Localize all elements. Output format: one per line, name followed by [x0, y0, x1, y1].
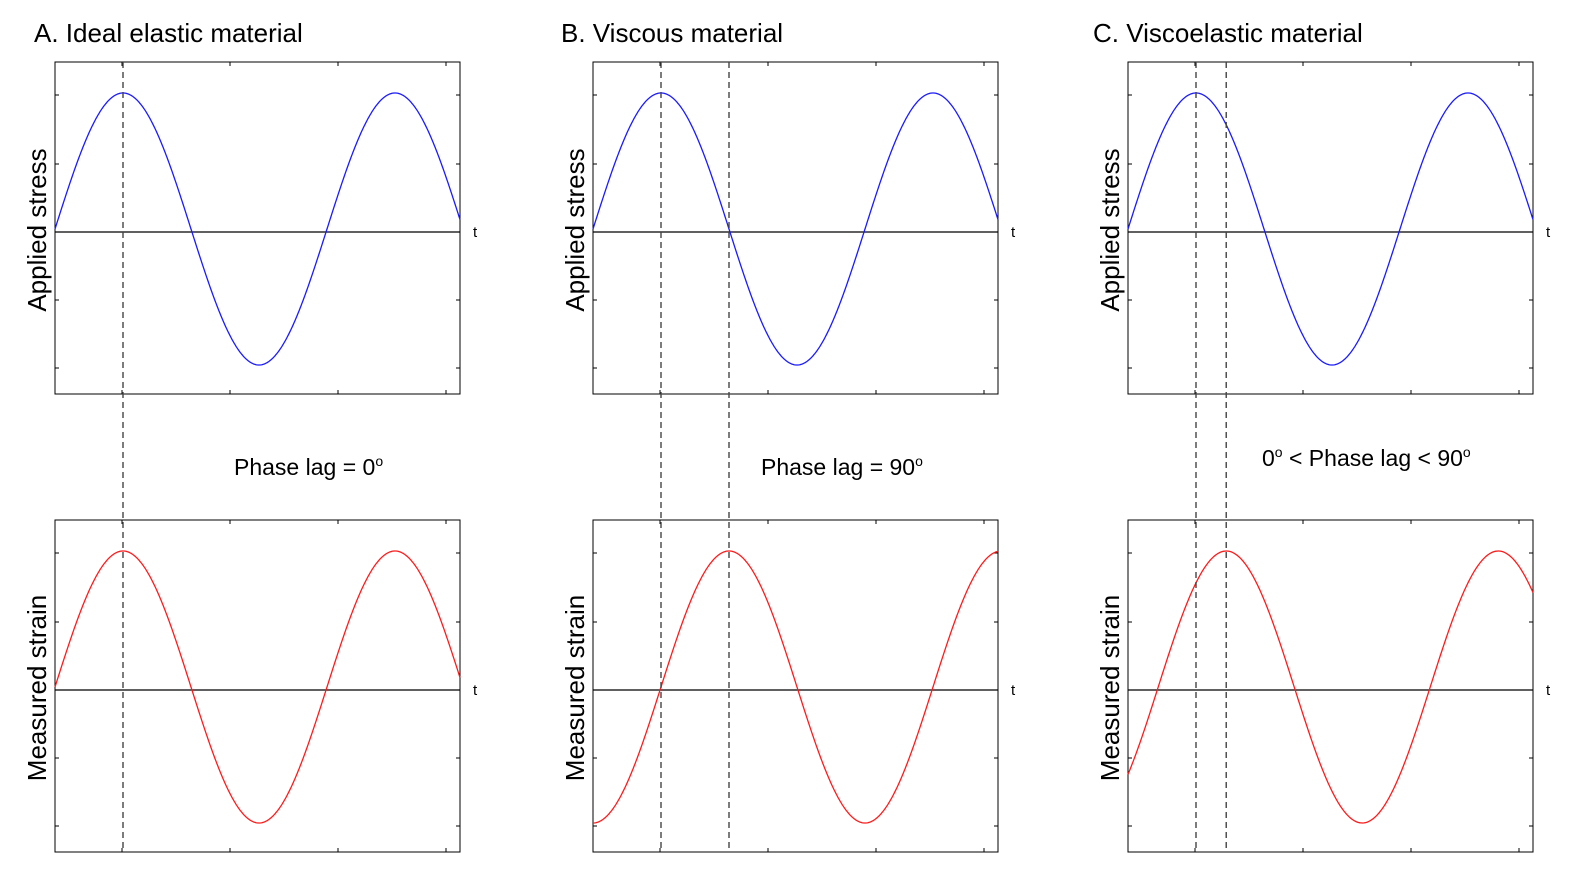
applied-stress-curve	[592, 92, 999, 366]
phase-lag-label: 0o < Phase lag < 90o	[1262, 444, 1471, 471]
plot-frame	[592, 519, 999, 853]
time-axis-label: t	[1546, 224, 1551, 241]
measured-strain-curve	[593, 550, 999, 824]
tick-marks	[55, 520, 460, 852]
plot-frame	[592, 61, 999, 395]
strain-plot: t Measured strain	[1095, 519, 1551, 853]
stress-axis-label: Applied stress	[22, 148, 52, 311]
plot-frame	[54, 519, 461, 853]
panel-title: C. Viscoelastic material	[1093, 18, 1363, 48]
plot-frame	[1127, 61, 1534, 395]
strain-axis-label: Measured strain	[560, 595, 590, 781]
time-axis-label: t	[1011, 224, 1016, 241]
phase-lag-label: Phase lag = 0o	[234, 453, 383, 480]
plot-frame	[1127, 519, 1534, 853]
stress-plot: t Applied stress	[22, 61, 478, 395]
time-axis-label: t	[1011, 682, 1016, 699]
phase-guide-lines	[1195, 62, 1227, 852]
applied-stress-curve	[1127, 92, 1534, 366]
tick-marks	[593, 520, 998, 852]
strain-plot: t Measured strain	[22, 519, 478, 853]
strain-axis-label: Measured strain	[22, 595, 52, 781]
panel-c: C. Viscoelastic material t Applied stres…	[1093, 18, 1551, 853]
time-axis-label: t	[473, 224, 478, 241]
tick-marks	[55, 62, 460, 394]
tick-marks	[1128, 520, 1533, 852]
stress-plot: t Applied stress	[560, 61, 1016, 395]
measured-strain-curve	[54, 550, 461, 824]
applied-stress-curve	[54, 92, 461, 366]
plot-frame	[54, 61, 461, 395]
panel-title: B. Viscous material	[561, 18, 783, 48]
stress-plot: t Applied stress	[1095, 61, 1551, 395]
phase-lag-label: Phase lag = 90o	[761, 453, 923, 480]
tick-marks	[1128, 62, 1533, 394]
time-axis-label: t	[1546, 682, 1551, 699]
strain-axis-label: Measured strain	[1095, 595, 1125, 781]
panel-a: A. Ideal elastic material t Applied stre…	[22, 18, 478, 853]
tick-marks	[593, 62, 998, 394]
panel-title: A. Ideal elastic material	[34, 18, 303, 48]
strain-plot: t Measured strain	[560, 519, 1016, 853]
panel-b: B. Viscous material t Applied stress Pha…	[560, 18, 1016, 853]
stress-axis-label: Applied stress	[560, 148, 590, 311]
time-axis-label: t	[473, 682, 478, 699]
stress-axis-label: Applied stress	[1095, 148, 1125, 311]
measured-strain-curve	[1127, 550, 1534, 824]
phase-guide-lines	[660, 62, 730, 852]
